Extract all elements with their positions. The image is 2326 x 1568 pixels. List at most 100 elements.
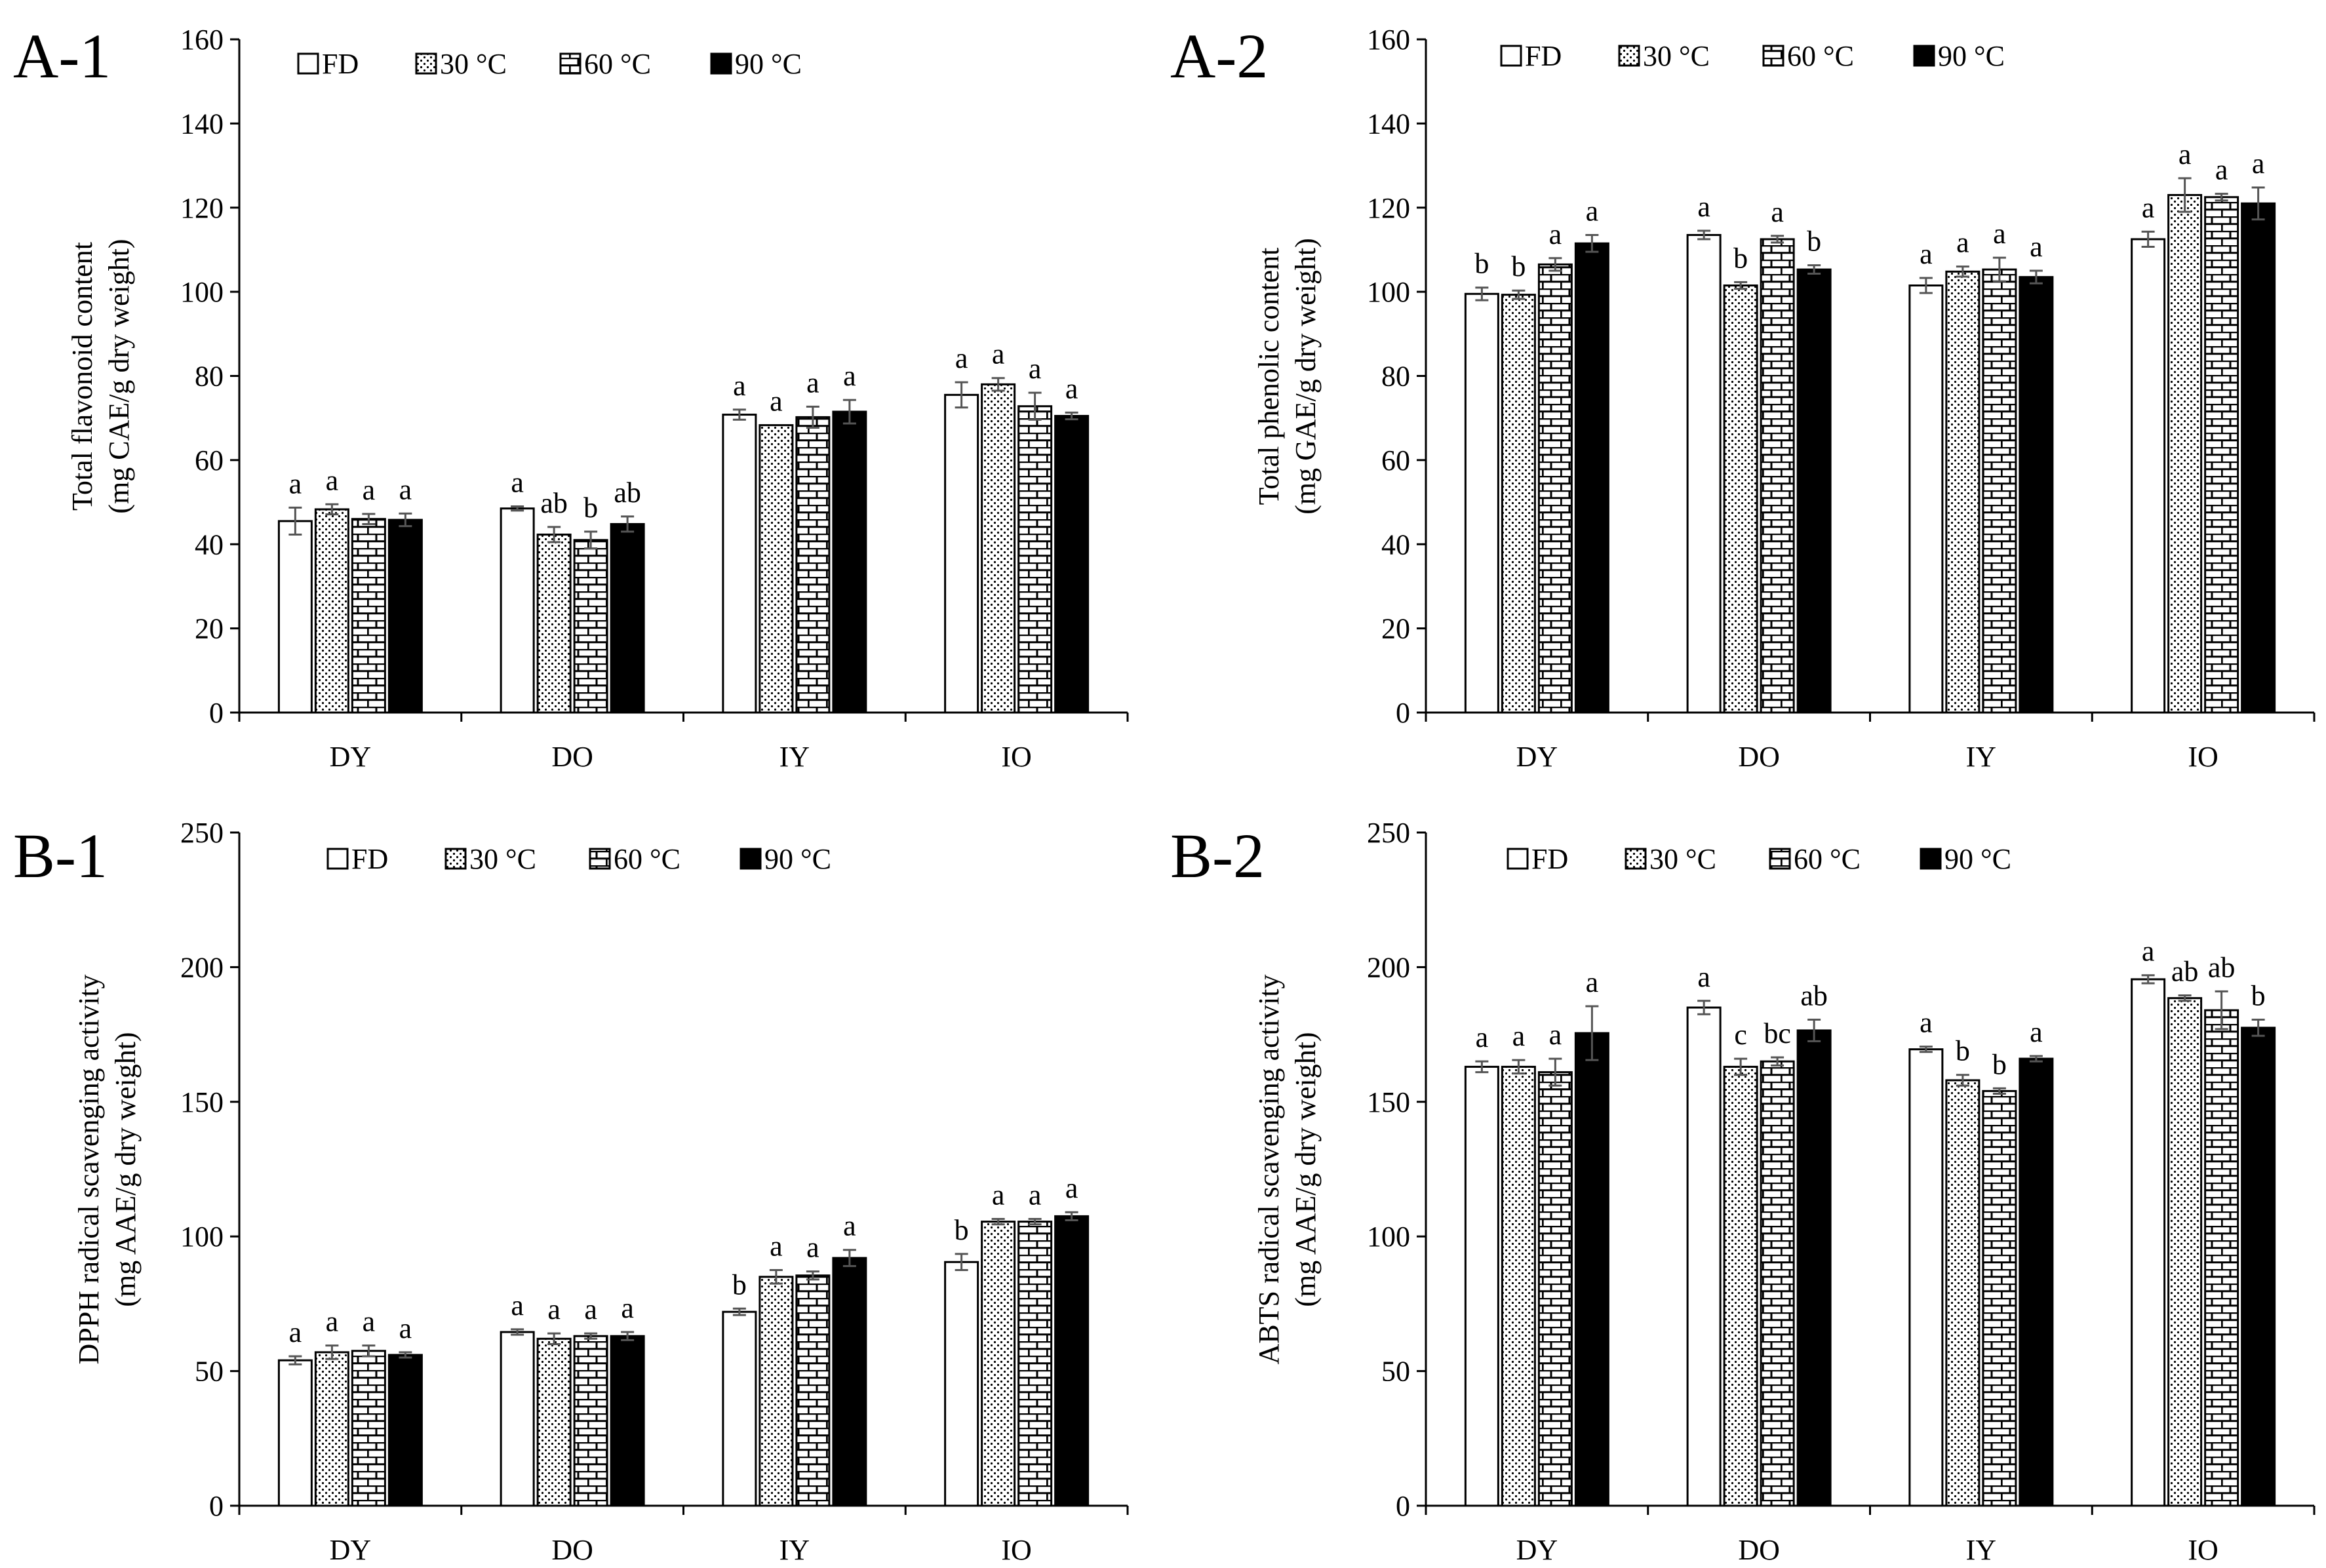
chart-a-1: A-1 0 20 40 60 80 100 120 140 160 Total flavonoid … [13,21,1129,773]
bar [610,522,645,714]
y-tick-label: 140 [180,108,224,140]
bar [1054,1215,1090,1507]
legend-label: 30 °C [469,843,536,875]
bar [1796,268,1832,714]
error-bar [325,503,339,516]
y-tick-label: 120 [1367,192,1410,224]
bar [2204,196,2239,714]
significance-label: b [1474,248,1489,280]
category-label: IY [1966,741,1996,773]
bar [944,1261,979,1507]
panel-label: B-2 [1170,821,1265,891]
bar [1982,1089,2017,1507]
y-tick-label: 150 [1367,1086,1410,1118]
y-axis-label: DPPH radical scavenging activity (mg AAE/… [73,974,142,1364]
legend-swatch [710,52,732,75]
significance-label: a [992,338,1005,370]
error-bar [2029,1055,2043,1063]
bar [1501,1065,1536,1507]
error-bar [806,405,819,429]
bar [1908,284,1944,714]
error-bar [547,1332,561,1346]
error-bar [2178,994,2192,1002]
legend-swatch [444,848,467,870]
error-bar [288,506,302,536]
y-tick-label: 0 [209,1490,224,1522]
error-bar [1697,229,1711,241]
legend-swatch [1500,45,1522,67]
bar [1017,405,1053,714]
error-bar [621,1331,635,1341]
error-bar [1512,1059,1526,1075]
legend-label: 60 °C [1794,843,1861,875]
y-tick-label: 120 [180,192,224,224]
y-axis-label: ABTS radical scavenging activity (mg AAE/… [1253,974,1322,1364]
significance-label: b [732,1268,747,1301]
significance-label: a [1697,191,1710,223]
significance-label: a [1993,218,2006,250]
significance-label: a [289,467,302,500]
significance-label: b [583,492,598,524]
significance-label: a [1586,195,1599,227]
error-bar [732,1307,746,1316]
legend: FD 30 °C 60 °C 90 °C [1500,40,2005,72]
significance-label: a [733,370,746,402]
error-bar [1585,1005,1599,1061]
bar [277,1359,313,1507]
error-bar [2029,269,2043,284]
bar [1574,1032,1609,1507]
error-bar [1512,289,1526,300]
bar [500,1331,535,1507]
bar [944,393,979,714]
significance-label: a [2142,935,2155,968]
y-tick-label: 60 [195,444,224,477]
category-label: IY [779,741,810,773]
legend: FD 30 °C 60 °C 90 °C [297,48,802,80]
legend-label: 90 °C [735,48,802,80]
significance-label: a [2030,1016,2043,1048]
bar [722,414,757,714]
error-bar [1771,1056,1784,1067]
significance-label: ab [1800,980,1828,1012]
significance-label: a [955,342,968,374]
legend-swatch [1913,45,1935,67]
category-label: DO [551,741,593,773]
bar [1686,233,1722,714]
y-tick-label: 50 [1381,1356,1410,1388]
legend-label: FD [322,48,359,80]
category-label: IO [1001,741,1031,773]
y-tick-label: 150 [180,1086,224,1118]
error-bar [1992,256,2006,283]
error-bar [1548,257,1562,272]
significance-label: a [399,1312,412,1344]
category-label: DY [330,1534,372,1566]
bar [759,424,794,714]
error-bar [1585,233,1599,253]
significance-label: a [547,1293,561,1325]
significance-label: ab [614,477,641,509]
error-bar [511,505,524,512]
panel-label: A-1 [13,21,111,91]
error-bar [1065,1211,1078,1222]
error-bar [362,513,376,525]
bar [1054,414,1090,714]
error-bar [991,377,1005,392]
category-label: DY [1516,1534,1558,1566]
bar [1464,1065,1499,1507]
significance-label: b [1956,1035,1970,1067]
significance-label: b [2251,980,2266,1012]
error-bar [1956,1074,1969,1087]
y-tick-label: 200 [180,951,224,983]
significance-label: ab [540,487,568,519]
significance-label: a [511,1289,524,1322]
bar [722,1310,757,1507]
error-bar [2141,974,2155,985]
error-bar [955,1253,968,1272]
legend-label: 90 °C [764,843,831,875]
legend-label: 60 °C [584,48,651,80]
category-label: IO [2188,1534,2218,1566]
error-bar [2251,1019,2265,1037]
significance-label: a [1586,966,1599,998]
legend: FD 30 °C 60 °C 90 °C [1507,843,2011,875]
bar [1464,292,1499,714]
